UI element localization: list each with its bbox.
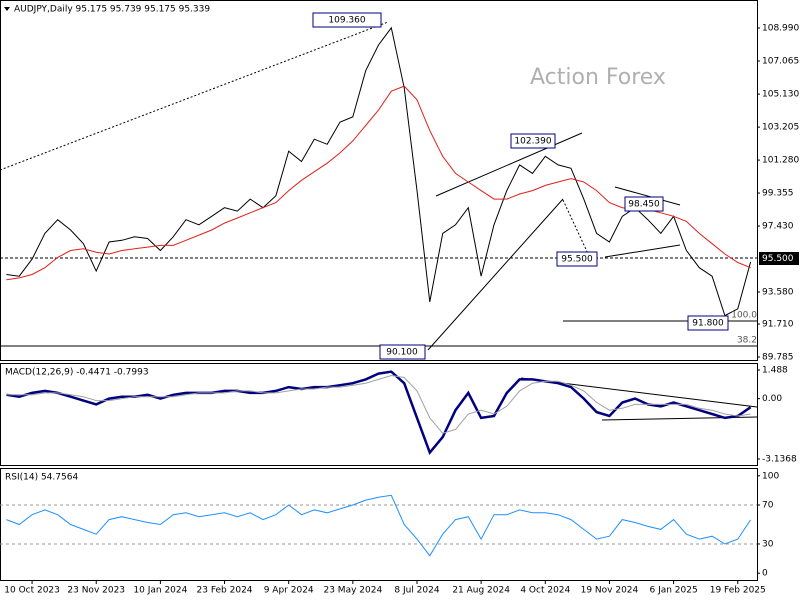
- y-tick-label: 100: [762, 471, 779, 481]
- x-tick-label: 8 Jul 2024: [394, 586, 439, 596]
- x-tick-label: 4 Oct 2024: [520, 586, 570, 596]
- y-tick-label: 107.065: [762, 56, 799, 66]
- x-tick-label: 23 Feb 2024: [197, 586, 253, 596]
- y-tick-label: 97.430: [762, 222, 794, 232]
- annotation: 98.450: [628, 200, 660, 210]
- series-line: [6, 26, 752, 317]
- y-tick-label: 93.580: [762, 287, 794, 297]
- annotation-box: [687, 315, 729, 331]
- macd-frame: [0, 363, 758, 466]
- watermark: Action Forex: [530, 65, 666, 90]
- annotation: 95.500: [561, 255, 593, 265]
- trend-line: [435, 132, 583, 197]
- y-tick-label: 103.205: [762, 123, 799, 133]
- trend-line: [614, 186, 681, 206]
- y-tick-label: 91.710: [762, 320, 794, 330]
- annotation: 100.0: [731, 311, 757, 321]
- price-box: [759, 252, 799, 265]
- x-tick-label: 21 Aug 2024: [452, 586, 510, 596]
- series-line: [6, 374, 751, 434]
- y-tick-label: 99.355: [762, 189, 794, 199]
- x-tick-label: 6 Jan 2025: [649, 586, 697, 596]
- rsi-frame: [0, 468, 758, 581]
- y-tick-label: -3.1368: [762, 455, 797, 465]
- series-line: [6, 494, 752, 557]
- annotation-box: [624, 196, 664, 212]
- annotation: 102.390: [514, 137, 551, 147]
- menu-arrow: [4, 7, 10, 11]
- y-tick-label: 101.280: [762, 156, 799, 166]
- rsi-title: RSI(14) 54.7564: [5, 473, 78, 483]
- annotation: 109.360: [328, 16, 365, 26]
- y-tick-label: 70: [762, 501, 774, 511]
- y-tick-label: 108.990: [762, 24, 799, 34]
- annotation: 38.2: [737, 336, 757, 346]
- x-tick-label: 19 Feb 2025: [710, 586, 766, 596]
- annotation: 90.100: [386, 348, 418, 358]
- x-tick-label: 10 Jan 2024: [133, 586, 187, 596]
- main-frame: [0, 0, 758, 361]
- trend-line: [604, 244, 681, 258]
- annotation-box: [312, 12, 382, 28]
- y-tick-label: 89.785: [762, 353, 794, 363]
- y-tick-label: 30: [762, 539, 774, 549]
- x-tick-label: 23 May 2024: [323, 586, 382, 596]
- x-tick-label: 19 Nov 2024: [581, 586, 639, 596]
- chart-title: AUDJPY,Daily 95.175 95.739 95.175 95.339: [14, 5, 210, 15]
- x-tick-label: 9 Apr 2024: [264, 586, 314, 596]
- macd-title: MACD(12,26,9) -0.4471 -0.7993: [5, 368, 149, 378]
- annotation-box: [379, 344, 426, 360]
- x-tick-label: 23 Nov 2023: [67, 586, 125, 596]
- annotation-box: [510, 133, 556, 149]
- y-tick-label: 0: [762, 569, 768, 579]
- annotation: 91.800: [692, 319, 724, 329]
- y-tick-label: 0.00: [762, 394, 782, 404]
- annotation-box: [556, 251, 598, 267]
- marks: [6, 26, 752, 557]
- y-tick-label: 105.130: [762, 90, 799, 100]
- x-tick-label: 10 Oct 2023: [4, 586, 60, 596]
- series-line: [6, 370, 752, 455]
- y-tick-label: 1.488: [762, 366, 788, 376]
- trend-line: [562, 199, 591, 259]
- trend-line: [0, 21, 389, 171]
- price-label: 95.500: [762, 254, 794, 264]
- trend-line: [427, 198, 564, 351]
